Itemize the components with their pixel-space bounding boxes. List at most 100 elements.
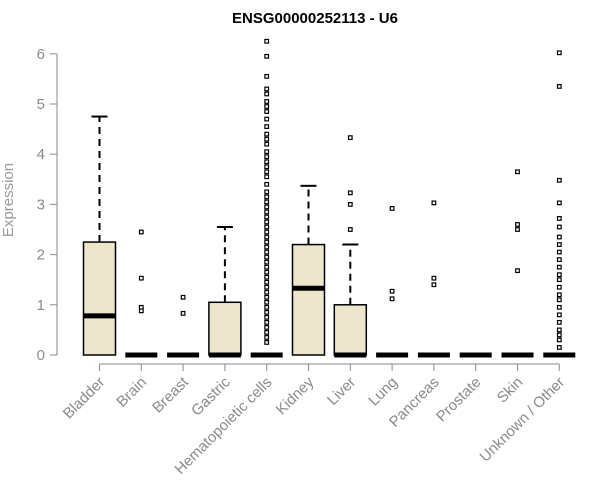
y-tick-label: 5 [37,96,45,113]
box-group [208,225,242,358]
box-group [376,206,409,358]
outlier-point [556,272,562,278]
boxes-group [82,38,576,358]
outlier-point [556,304,562,310]
outlier-point [264,99,270,104]
y-axis-label: Expression [0,163,17,237]
box-rect [333,304,368,356]
outlier-point [264,154,270,160]
outlier-point [264,289,270,295]
y-tick-label: 3 [37,196,45,213]
box-group [417,200,450,358]
outlier-point [264,279,270,285]
outlier-point [556,216,562,221]
outlier-point [556,177,562,183]
x-tick-label: Brain [113,374,150,411]
outlier-point [264,174,270,180]
outlier-point [264,136,270,142]
x-tick-label: Lung [365,374,401,410]
box-group [501,169,534,358]
outlier-point [264,264,270,270]
outlier-point [556,277,562,283]
outlier-point [264,181,270,187]
outlier-point [264,274,270,280]
box-group [82,115,117,356]
x-tick-label: Breast [149,373,192,416]
outlier-point [264,214,270,220]
box-rect [82,241,117,356]
outlier-point [264,224,270,230]
outlier-point [264,38,270,44]
y-tick-label: 0 [37,347,45,364]
outlier-point [264,249,270,255]
box-rect [291,243,326,356]
outlier-point [515,227,520,232]
outlier-point [515,222,520,227]
outlier-point [264,109,270,114]
outlier-point [431,275,437,281]
outlier-point [556,312,562,318]
box-rect [208,301,242,356]
y-tick-label: 4 [37,146,45,163]
box-group [543,50,576,358]
y-axis: 0 1 2 3 4 5 6 [37,46,58,364]
outlier-point [264,104,270,109]
outlier-point [180,310,186,316]
y-tick-label: 2 [37,247,45,264]
outlier-point [264,159,270,165]
box-group [167,294,200,358]
outlier-point [264,149,270,155]
outlier-point [556,257,562,263]
x-tick-label: Skin [494,374,527,407]
outlier-point [264,314,270,320]
outlier-point [264,219,270,225]
outlier-point [264,189,270,195]
outlier-point [556,345,562,350]
chart-title: ENSG00000252113 - U6 [232,10,398,27]
x-tick-label: Liver [324,374,359,409]
outlier-point [264,309,270,315]
outlier-point [556,234,562,240]
outlier-point [264,294,270,300]
outlier-point [264,239,270,245]
outlier-point [556,84,562,89]
outlier-point [556,200,562,206]
outlier-point [556,332,562,338]
outlier-point [264,299,270,305]
outlier-point [264,254,270,260]
outlier-point [556,284,562,290]
outlier-point [515,169,520,175]
outlier-point [264,73,270,79]
outlier-point [264,304,270,310]
y-tick-label: 6 [37,46,45,63]
outlier-point [264,86,270,92]
x-tick-label: Kidney [273,373,318,418]
outlier-point [347,190,353,196]
outlier-point [556,242,562,247]
box-group [333,135,368,358]
outlier-point [138,229,144,235]
outlier-point [264,324,270,330]
outlier-point [264,141,270,147]
outlier-point [264,169,270,175]
outlier-point [556,327,562,333]
outlier-point [389,288,395,294]
outlier-point [264,199,270,205]
outlier-point [556,292,562,298]
outlier-point [264,53,270,59]
outlier-point [515,268,520,274]
box-group [125,229,158,358]
x-tick-label: Prostate [433,374,485,426]
outlier-point [264,269,270,275]
outlier-point [556,50,562,56]
outlier-point [264,194,270,200]
outlier-point [556,224,562,230]
outlier-point [556,297,562,303]
outlier-point [389,296,395,302]
outlier-point [347,135,353,141]
outlier-point [138,275,144,281]
box-group [250,38,283,358]
outlier-point [180,294,186,300]
outlier-point [264,131,270,137]
